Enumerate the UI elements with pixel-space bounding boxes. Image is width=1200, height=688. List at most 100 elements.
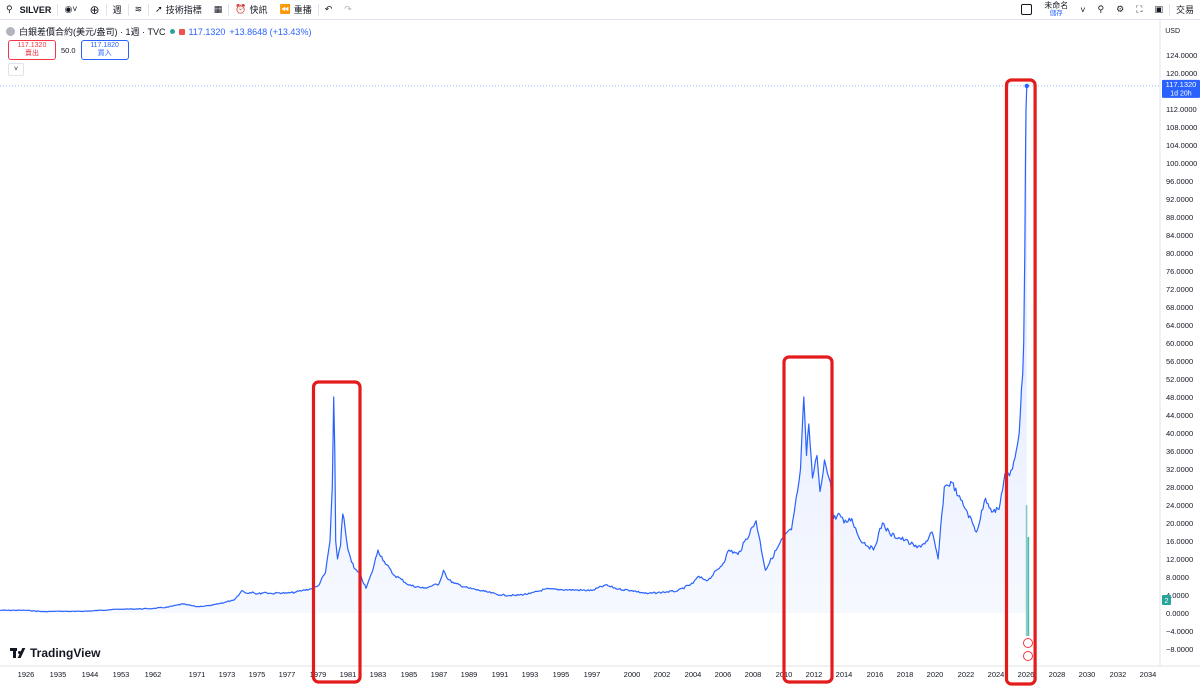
last-price-dot — [1024, 83, 1029, 89]
x-tick-label: 2018 — [897, 670, 914, 679]
x-tick-label: 1962 — [145, 670, 162, 679]
divider — [105, 3, 107, 16]
sell-label: 賣出 — [25, 50, 39, 57]
y-tick-label: 28.0000 — [1166, 483, 1193, 492]
undo-button[interactable]: ↶ — [319, 0, 339, 19]
x-tick-label: 2016 — [867, 670, 884, 679]
square-icon — [1021, 4, 1033, 15]
layout-menu-button[interactable]: ˅ — [1074, 0, 1091, 19]
x-tick-label: 2008 — [745, 670, 762, 679]
y-tick-label: 80.0000 — [1166, 249, 1193, 258]
divider — [1168, 3, 1170, 16]
templates-button[interactable]: ▦ — [208, 0, 229, 19]
last-price-label-bg — [1162, 79, 1200, 98]
y-tick-label: 16.0000 — [1166, 537, 1193, 546]
y-tick-label: 96.0000 — [1166, 177, 1193, 186]
fullscreen-icon: ⛶ — [1136, 4, 1143, 14]
x-tick-label: 1983 — [370, 670, 387, 679]
trade-button[interactable]: 交易 — [1175, 5, 1194, 15]
legend-title: 白銀差價合約(美元/盎司) · 1週 · TVC — [19, 27, 166, 37]
x-tick-label: 1993 — [522, 670, 539, 679]
event-marker-dividend-icon[interactable] — [1023, 638, 1033, 648]
x-tick-label: 1995 — [553, 670, 570, 679]
y-tick-label: 88.0000 — [1166, 213, 1193, 222]
x-tick-label: 1985 — [401, 670, 418, 679]
y-tick-label: 4.0000 — [1166, 591, 1189, 600]
compare-button[interactable]: ◉˅ — [58, 0, 83, 19]
layout-toggle[interactable] — [1015, 0, 1038, 19]
event-marker-flag-icon[interactable] — [1023, 651, 1033, 661]
x-tick-label: 1975 — [249, 670, 266, 679]
x-tick-label: 1953 — [113, 670, 130, 679]
y-tick-label: 48.0000 — [1166, 393, 1193, 402]
y-tick-label: 8.0000 — [1166, 573, 1189, 582]
alert-label: 快訊 — [249, 5, 268, 15]
currency-label[interactable]: USD — [1165, 28, 1180, 35]
x-tick-label: 1926 — [18, 670, 35, 679]
highlight-box — [311, 380, 362, 684]
x-tick-label: 2002 — [654, 670, 671, 679]
undo-icon: ↶ — [324, 4, 333, 14]
y-tick-label: 40.0000 — [1166, 429, 1193, 438]
settings-button[interactable]: ⚙ — [1110, 0, 1130, 19]
divider — [317, 3, 319, 16]
bar-countdown: 1d 20h — [1170, 90, 1192, 97]
highlight-box — [782, 355, 834, 684]
redo-icon: ↷ — [344, 4, 352, 14]
y-tick-label: 20.0000 — [1166, 519, 1193, 528]
x-tick-label: 2012 — [806, 670, 823, 679]
tradingview-logo: TradingView — [10, 646, 100, 660]
y-tick-label: 112.0000 — [1166, 105, 1197, 114]
spread-value: 50.0 — [61, 45, 76, 55]
y-tick-label: 92.0000 — [1166, 195, 1193, 204]
rewind-icon: ⏪ — [279, 4, 291, 14]
plus-circle-icon: ⊕ — [89, 2, 100, 17]
divider — [148, 3, 150, 16]
snapshot-button[interactable]: ▣ — [1148, 0, 1169, 19]
y-tick-label: 108.0000 — [1166, 123, 1197, 132]
sell-price: 117.1320 — [17, 42, 47, 49]
area-chart-icon: ≋ — [134, 4, 143, 14]
y-tick-label: 56.0000 — [1166, 357, 1193, 366]
x-tick-label: 2032 — [1110, 670, 1127, 679]
add-symbol-button[interactable]: ⊕ — [84, 0, 106, 19]
fullscreen-button[interactable]: ⛶ — [1130, 0, 1148, 19]
indicators-button[interactable]: ➚ 技術指標 — [149, 0, 208, 19]
chevron-down-icon: ˅ — [1080, 4, 1086, 15]
symbol-search[interactable]: ⚲ SILVER — [0, 0, 57, 19]
chart-type-button[interactable]: ≋ — [129, 0, 149, 19]
replay-button[interactable]: ⏪ 重播 — [273, 0, 317, 19]
interval-button[interactable]: 週 — [112, 5, 122, 15]
layout-name[interactable]: 未命名 儲存 — [1038, 1, 1074, 18]
market-status-icon — [169, 29, 175, 34]
x-tick-label: 2006 — [715, 670, 732, 679]
layout-save-status: 儲存 — [1049, 9, 1063, 17]
x-tick-label: 1973 — [219, 670, 236, 679]
legend-collapse-button[interactable]: ˅ — [8, 63, 24, 76]
last-price-value: 117.1320 — [1166, 80, 1197, 89]
y-tick-label: 12.0000 — [1166, 555, 1193, 564]
divider — [228, 3, 230, 16]
search-icon: ⚲ — [6, 4, 13, 14]
compare-icon: ◉˅ — [64, 4, 78, 14]
x-tick-label: 2028 — [1049, 670, 1066, 679]
buy-button[interactable]: 117.1820 買入 — [80, 40, 129, 60]
quick-search-button[interactable]: ⚲ — [1091, 0, 1110, 19]
highlight-box — [1004, 78, 1037, 686]
y-tick-label: 44.0000 — [1166, 411, 1193, 420]
buy-label: 買入 — [97, 50, 112, 57]
x-tick-label: 2026 — [1018, 670, 1035, 679]
indicators-icon: ➚ — [155, 4, 163, 14]
alert-button[interactable]: ⏰ 快訊 — [229, 0, 273, 19]
legend-change: +13.8648 (+13.43%) — [229, 26, 312, 37]
price-scale-flag[interactable] — [1162, 595, 1171, 605]
redo-button[interactable]: ↷ — [338, 0, 358, 19]
x-tick-label: 2004 — [685, 670, 702, 679]
sell-button[interactable]: 117.1320 賣出 — [8, 40, 56, 60]
y-tick-label: 76.0000 — [1166, 267, 1193, 276]
y-tick-label: 120.0000 — [1166, 69, 1197, 78]
x-tick-label: 1977 — [279, 670, 296, 679]
x-tick-label: 2030 — [1079, 670, 1096, 679]
grid-icon: ▦ — [213, 4, 223, 14]
